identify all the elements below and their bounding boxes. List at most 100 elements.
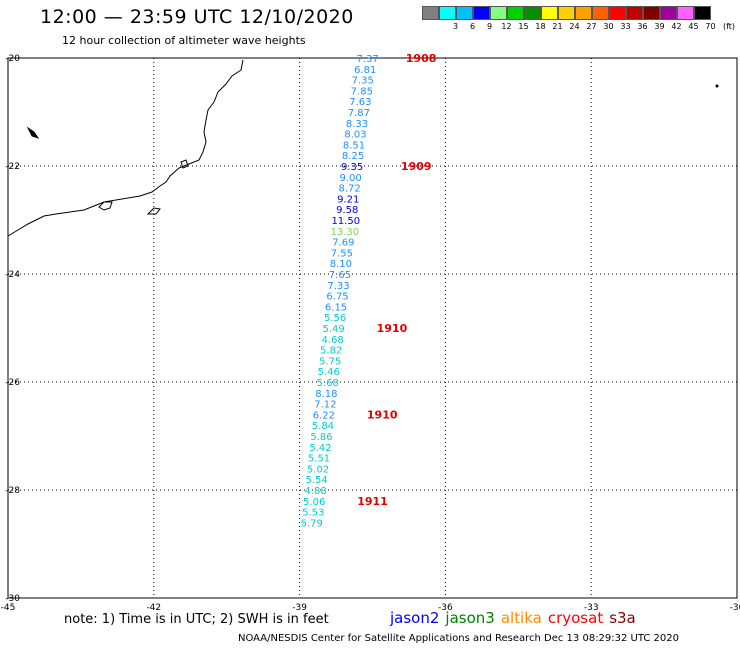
lat-tick-label: -26 <box>5 378 20 388</box>
wave-height-label: 8.33 <box>346 119 368 130</box>
legend-label: 42 <box>671 22 682 31</box>
note-text: note: 1) Time is in UTC; 2) SWH is in fe… <box>64 612 329 627</box>
legend-swatch <box>456 6 473 20</box>
wave-height-label: 5.02 <box>307 464 329 475</box>
island-outline <box>98 201 113 211</box>
wave-height-label: 5.68 <box>317 378 339 389</box>
wave-height-label: 8.25 <box>342 151 364 162</box>
wave-height-label: 5.84 <box>312 421 334 432</box>
legend-swatch <box>575 6 592 20</box>
lon-tick-label: -36 <box>438 603 453 613</box>
wave-height-label: 6.75 <box>326 292 348 303</box>
wave-height-label: 9.00 <box>339 173 361 184</box>
wave-height-label: 9.58 <box>336 205 358 216</box>
wave-height-label: 8.72 <box>339 184 361 195</box>
wave-height-label: 4.68 <box>322 335 344 346</box>
wave-height-label: 7.33 <box>327 281 349 292</box>
legend-swatch <box>626 6 643 20</box>
legend-label: 3 <box>452 22 459 31</box>
legend-label: 45 <box>688 22 699 31</box>
lat-tick-label: -22 <box>5 162 20 172</box>
wave-height-label: 5.79 <box>301 518 323 529</box>
time-mark-label: 1910 <box>377 322 408 335</box>
legend-swatch <box>694 6 711 20</box>
wave-height-label: 7.12 <box>314 400 336 411</box>
legend-swatch <box>660 6 677 20</box>
wave-height-label: 5.86 <box>310 432 332 443</box>
wave-height-label: 5.06 <box>303 497 325 508</box>
wave-height-label: 8.03 <box>344 130 366 141</box>
satellite-jason3: jason3 <box>445 609 495 627</box>
satellite-legend: jason2 jason3 altika cryosat s3a <box>390 609 642 627</box>
legend-label: 12 <box>501 22 512 31</box>
lat-tick-label: -24 <box>5 270 20 280</box>
lake-outline <box>26 126 40 139</box>
wave-height-label: 7.37 <box>357 54 379 65</box>
wave-height-label: 5.82 <box>320 346 342 357</box>
wave-height-label: 8.18 <box>315 389 337 400</box>
wave-height-label: 5.46 <box>318 367 340 378</box>
satellite-jason2: jason2 <box>390 609 440 627</box>
legend-swatch <box>473 6 490 20</box>
wave-height-label: 7.63 <box>349 97 371 108</box>
legend-label: 36 <box>637 22 648 31</box>
wave-height-label: 5.56 <box>324 313 346 324</box>
wave-height-label: 5.49 <box>322 324 344 335</box>
footer-credit: NOAA/NESDIS Center for Satellite Applica… <box>238 633 680 644</box>
time-mark-label: 1908 <box>406 52 437 65</box>
wave-height-label: 7.85 <box>351 86 373 97</box>
legend-label: 24 <box>569 22 580 31</box>
time-mark-label: 1911 <box>357 495 388 508</box>
legend-label: 6 <box>469 22 476 31</box>
island-outline <box>146 207 161 215</box>
legend-label: 18 <box>535 22 546 31</box>
wave-height-label: 8.10 <box>330 259 352 270</box>
legend-swatch <box>643 6 660 20</box>
legend-swatch <box>558 6 575 20</box>
wave-height-label: 9.21 <box>337 194 359 205</box>
lat-tick-label: -28 <box>5 486 20 496</box>
wave-height-label: 9.35 <box>341 162 363 173</box>
wave-height-label: 5.51 <box>308 454 330 465</box>
lon-tick-label: -33 <box>584 603 599 613</box>
satellite-altika: altika <box>500 609 542 627</box>
lat-tick-label: -20 <box>5 54 20 64</box>
time-mark-label: 1909 <box>401 160 432 173</box>
legend-label: 9 <box>486 22 493 31</box>
page-subtitle: 12 hour collection of altimeter wave hei… <box>62 34 306 47</box>
legend-unit: (ft) <box>722 22 736 31</box>
wave-height-label: 5.53 <box>302 508 324 519</box>
wave-height-label: 5.54 <box>305 475 327 486</box>
lon-tick-label: -42 <box>146 603 161 613</box>
map-frame <box>7 57 738 599</box>
wave-height-label: 5.75 <box>319 356 341 367</box>
satellite-s3a: s3a <box>609 609 636 627</box>
wave-height-label: 13.30 <box>330 227 359 238</box>
satellite-cryosat: cryosat <box>547 609 604 627</box>
wave-height-label: 7.55 <box>331 248 353 259</box>
page-title: 12:00 — 23:59 UTC 12/10/2020 <box>40 6 354 28</box>
legend-label: 21 <box>552 22 563 31</box>
wave-height-label: 6.81 <box>354 65 376 76</box>
legend-swatch <box>541 6 558 20</box>
legend-label: 27 <box>586 22 597 31</box>
wave-height-label: 11.50 <box>331 216 360 227</box>
wave-height-label: 7.87 <box>348 108 370 119</box>
legend-swatch <box>609 6 626 20</box>
coastline <box>7 59 244 237</box>
lon-tick-label: -39 <box>292 603 307 613</box>
wave-height-label: 4.88 <box>305 486 327 497</box>
lat-tick-label: -30 <box>5 594 20 604</box>
legend-swatch <box>422 6 439 20</box>
wave-height-label: 5.42 <box>309 443 331 454</box>
legend-swatch <box>677 6 694 20</box>
lon-tick-label: -45 <box>1 603 16 613</box>
legend-label: 33 <box>620 22 631 31</box>
color-legend <box>422 6 711 20</box>
island-dot <box>715 84 719 88</box>
legend-label: 39 <box>654 22 665 31</box>
island-outline <box>180 159 189 169</box>
legend-swatch <box>524 6 541 20</box>
wave-height-label: 7.35 <box>352 76 374 87</box>
